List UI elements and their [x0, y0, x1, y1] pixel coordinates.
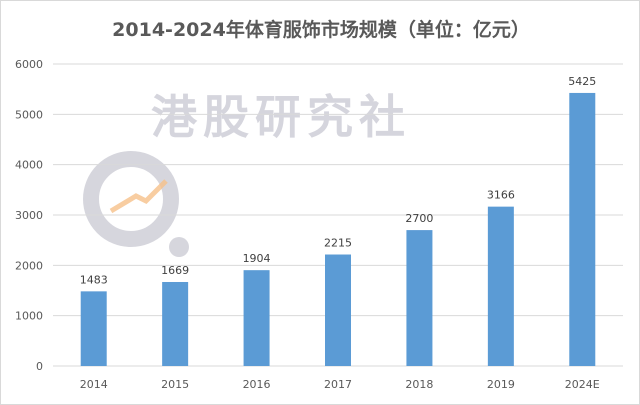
x-tick-label: 2016	[243, 378, 271, 391]
bar	[80, 291, 107, 366]
data-label: 1483	[80, 273, 108, 286]
x-tick-label: 2017	[324, 378, 352, 391]
bar	[243, 270, 270, 366]
bar	[406, 230, 433, 366]
watermark-logo-icon	[83, 151, 189, 257]
y-tick-label: 3000	[15, 209, 43, 222]
data-label: 1904	[243, 252, 271, 265]
bar	[162, 281, 189, 366]
data-label: 3166	[487, 189, 515, 202]
data-label: 2700	[405, 212, 433, 225]
y-tick-label: 6000	[15, 58, 43, 71]
x-tick-label: 2014	[80, 378, 108, 391]
y-tick-label: 2000	[15, 259, 43, 272]
bar	[487, 206, 514, 366]
y-tick-label: 4000	[15, 159, 43, 172]
y-tick-label: 0	[36, 360, 43, 373]
data-label: 1669	[161, 264, 189, 277]
bar	[325, 254, 351, 366]
watermark-text: 港股研究社	[151, 90, 411, 144]
data-label: 5425	[568, 75, 596, 88]
data-label: 2215	[324, 237, 352, 250]
x-tick-label: 2018	[405, 378, 433, 391]
bar	[569, 92, 596, 367]
x-tick-label: 2024E	[565, 378, 600, 391]
x-tick-label: 2015	[161, 378, 189, 391]
chart-title: 2014-2024年体育服饰市场规模（单位：亿元）	[112, 19, 530, 41]
x-tick-label: 2019	[487, 378, 515, 391]
y-tick-label: 5000	[15, 108, 43, 121]
y-tick-label: 1000	[15, 310, 43, 323]
